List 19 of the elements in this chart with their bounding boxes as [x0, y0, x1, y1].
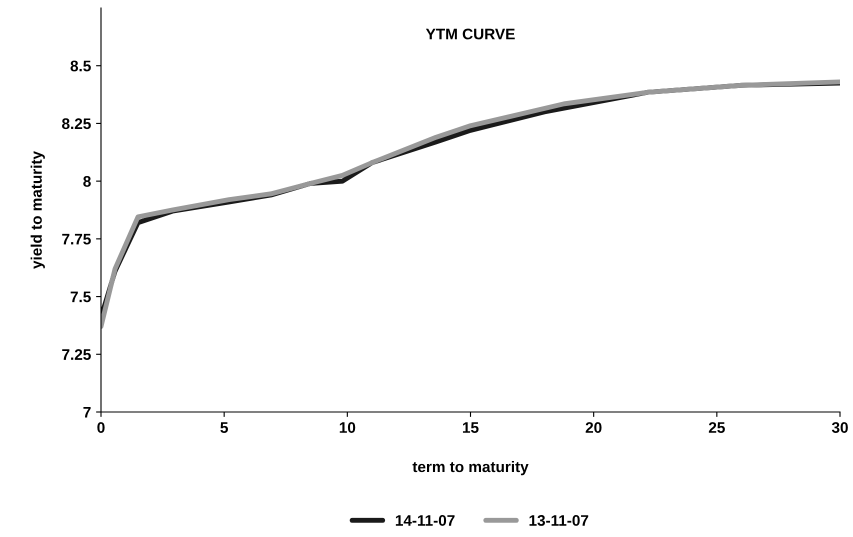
y-tick-label: 8.5 — [70, 60, 91, 72]
x-tick-label: 30 — [832, 422, 848, 433]
y-tick-label: 8.25 — [62, 118, 91, 130]
x-tick-label: 10 — [340, 422, 356, 433]
y-tick-label: 7.5 — [70, 292, 91, 302]
legend-label: 13-11-07 — [530, 515, 588, 526]
y-tick-label: 7 — [83, 407, 91, 418]
text: YTM CURVE — [426, 28, 515, 40]
x-tick-label: 25 — [708, 422, 725, 433]
y-tick-label: 7.75 — [62, 234, 91, 245]
x-tick-label: 0 — [97, 422, 105, 433]
y-tick-label: 8 — [83, 176, 91, 187]
y-tick-label: 7.25 — [62, 349, 91, 360]
y-axis-title: yield to maturity — [30, 151, 45, 269]
legend-label: 14-11-07 — [396, 515, 455, 526]
x-tick-label: 20 — [586, 422, 602, 433]
x-axis-title: term to maturity — [412, 460, 529, 476]
x-tick-label: 5 — [220, 422, 228, 433]
x-tick-label: 15 — [462, 422, 479, 433]
